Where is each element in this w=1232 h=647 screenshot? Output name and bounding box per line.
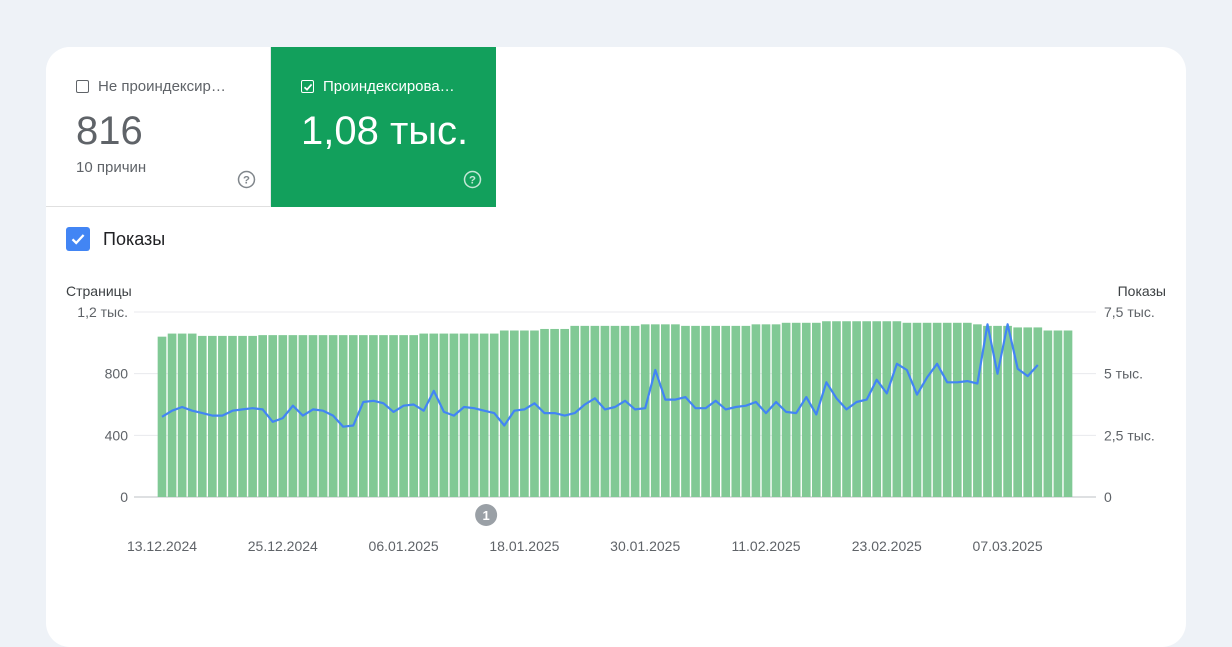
indexed-pages-bar (621, 326, 630, 497)
indexed-pages-bar (802, 323, 811, 497)
indexed-pages-bar (258, 335, 267, 497)
indexed-pages-bar (872, 321, 881, 497)
indexed-pages-bar (440, 334, 449, 497)
indexed-pages-bar (691, 326, 700, 497)
indexed-pages-bar (641, 324, 650, 497)
indexed-pages-bar (178, 334, 187, 497)
indexed-pages-bar (309, 335, 318, 497)
indexed-pages-bar (701, 326, 710, 497)
right-tick-label: 7,5 тыс. (1104, 304, 1155, 320)
indexed-pages-bar (379, 335, 388, 497)
right-tick-label: 0 (1104, 489, 1112, 505)
indexed-pages-bar (933, 323, 942, 497)
indexed-pages-bar (389, 335, 398, 497)
left-tick-label: 400 (105, 427, 129, 443)
indexed-pages-bar (601, 326, 610, 497)
indexed-pages-bar (742, 326, 751, 497)
x-tick-label: 18.01.2025 (489, 538, 559, 554)
indexed-pages-bar (721, 326, 730, 497)
indexed-pages-bar (168, 334, 177, 497)
indexed-pages-bar (339, 335, 348, 497)
indexed-pages-bar (1064, 331, 1073, 498)
indexed-pages-bar (238, 336, 247, 497)
x-tick-label: 06.01.2025 (369, 538, 439, 554)
indexed-pages-bar (973, 324, 982, 497)
indexed-pages-bar (1003, 326, 1012, 497)
indexed-pages-bar (500, 331, 509, 498)
indexed-pages-bar (903, 323, 912, 497)
indexed-pages-bar (1023, 327, 1032, 497)
indexed-pages-bar (228, 336, 237, 497)
index-coverage-card: Не проиндексир… 816 10 причин ? Проиндек… (46, 47, 1186, 647)
indexed-pages-bar (913, 323, 922, 497)
indexed-pages-bar (399, 335, 408, 497)
indexed-pages-bar (520, 331, 529, 498)
indexed-pages-bar (852, 321, 861, 497)
indexed-pages-bar (731, 326, 740, 497)
indexed-pages-bar (289, 335, 298, 497)
indexed-pages-bar (530, 331, 539, 498)
x-tick-label: 25.12.2024 (248, 538, 318, 554)
indexed-pages-bar (953, 323, 962, 497)
indexed-pages-bar (460, 334, 469, 497)
indexed-pages-bar (923, 323, 932, 497)
indexed-pages-bar (983, 326, 992, 497)
indexed-pages-bar (1044, 331, 1053, 498)
indexed-pages-bar (480, 334, 489, 497)
indexed-pages-bar (419, 334, 428, 497)
x-tick-label: 11.02.2025 (731, 538, 800, 554)
indexed-pages-bar (681, 326, 690, 497)
indexed-pages-bar (198, 336, 207, 497)
indexed-pages-bar (409, 335, 418, 497)
indexed-pages-bar (772, 324, 781, 497)
indexed-pages-bar (1054, 331, 1063, 498)
indexed-pages-bar (268, 335, 277, 497)
indexed-pages-bar (943, 323, 952, 497)
indexed-pages-bar (319, 335, 328, 497)
indexed-pages-bar (560, 329, 569, 497)
right-tick-label: 2,5 тыс. (1104, 427, 1155, 443)
indexed-pages-bar (188, 334, 197, 497)
x-tick-label: 13.12.2024 (127, 538, 197, 554)
right-tick-label: 5 тыс. (1104, 366, 1143, 382)
indexed-pages-bar (711, 326, 720, 497)
indexed-pages-bar (822, 321, 831, 497)
indexed-pages-bar (631, 326, 640, 497)
x-tick-label: 30.01.2025 (610, 538, 680, 554)
indexed-pages-bar (470, 334, 479, 497)
indexed-pages-bar (359, 335, 368, 497)
indexed-pages-bar (1033, 327, 1042, 497)
indexed-pages-bar (993, 326, 1002, 497)
annotation-label: 1 (483, 508, 490, 523)
indexed-pages-bar (671, 324, 680, 497)
indexed-pages-bar (591, 326, 600, 497)
indexed-pages-bar (651, 324, 660, 497)
indexed-pages-bar (752, 324, 761, 497)
left-tick-label: 1,2 тыс. (77, 304, 128, 320)
indexed-pages-bar (882, 321, 891, 497)
indexed-pages-bar (248, 336, 257, 497)
indexed-pages-bar (369, 335, 378, 497)
indexed-pages-bar (661, 324, 670, 497)
indexed-pages-bar (832, 321, 841, 497)
indexed-pages-bar (611, 326, 620, 497)
left-tick-label: 0 (120, 489, 128, 505)
left-tick-label: 800 (105, 366, 129, 382)
indexed-pages-bar (580, 326, 589, 497)
indexed-pages-bar (893, 321, 902, 497)
indexed-pages-bar (963, 323, 972, 497)
x-tick-label: 23.02.2025 (852, 538, 922, 554)
indexed-pages-bar (862, 321, 871, 497)
x-tick-label: 07.03.2025 (973, 538, 1043, 554)
indexed-pages-bar (429, 334, 438, 497)
